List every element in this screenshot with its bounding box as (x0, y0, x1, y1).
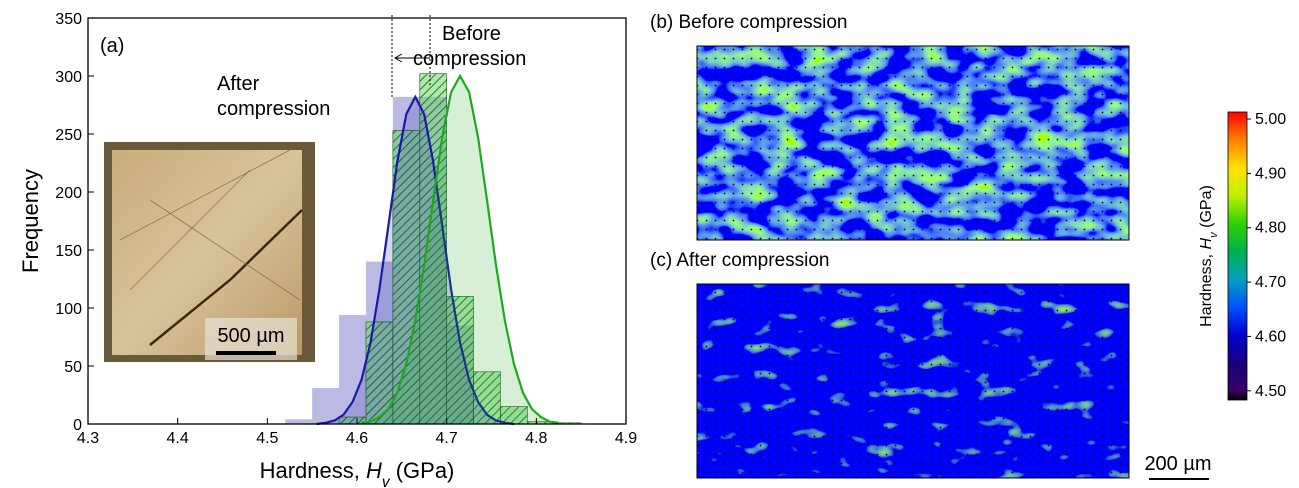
colorbar-tick-label: 4.50 (1255, 383, 1286, 400)
inset-photo: 500 µm (104, 142, 315, 362)
colorbar-tick-label: 4.70 (1255, 274, 1286, 291)
series-annotation: compression (217, 98, 330, 120)
colorbar-label: Hardness, Hv (GPa) (1198, 185, 1220, 327)
y-tick-label: 200 (55, 185, 82, 202)
map-frame (696, 283, 1130, 479)
indent-grid (697, 46, 1129, 240)
y-tick-label: 50 (64, 359, 82, 376)
y-tick-label: 100 (55, 301, 82, 318)
x-tick-label: 4.4 (167, 430, 189, 447)
maps-panel: (b) Before compression (c) After compress… (650, 12, 1286, 480)
fit-line (361, 73, 559, 424)
histogram-bar (285, 419, 313, 424)
histogram-bar (312, 388, 340, 424)
label-part: Hardness, (260, 458, 366, 483)
series-annotation: Before (442, 23, 501, 45)
colorbar-tick-label: 4.60 (1255, 328, 1286, 345)
scratch (119, 149, 301, 301)
x-tick-label: 4.7 (436, 430, 458, 447)
colorbar-tick-label: 5.00 (1255, 111, 1286, 128)
y-tick-label: 300 (55, 69, 82, 86)
indent-grid (697, 284, 1129, 478)
colorbar-tick-label: 4.80 (1255, 220, 1286, 237)
label-part: (GPa) (390, 458, 455, 483)
y-tick-label: 250 (55, 127, 82, 144)
label-part: H (366, 458, 382, 483)
y-axis-label: Frequency (18, 169, 43, 273)
scale-label: 200 µm (1144, 453, 1211, 475)
label-part: Hardness, (1198, 249, 1215, 326)
histogram-bar (446, 296, 474, 425)
peak-marker (391, 15, 431, 97)
x-tick-label: 4.9 (615, 430, 637, 447)
histogram-bar (392, 130, 421, 425)
fit-area (316, 96, 514, 425)
crack (149, 209, 303, 346)
fit-line (316, 94, 515, 426)
x-axis-label: Hardness, Hv (GPa) (260, 458, 455, 488)
label-part: H (1198, 237, 1215, 249)
shift-arrow (393, 53, 430, 63)
label-part: (GPa) (1198, 185, 1215, 232)
histogram-bar (339, 314, 366, 424)
series-annotation: compression (413, 48, 526, 70)
panel-label: (a) (100, 35, 124, 57)
map-title: (c) After compression (650, 250, 830, 271)
x-tick-label: 4.5 (256, 430, 278, 447)
series-annotation: After (217, 73, 260, 95)
histogram-panel: 500 µm 4.3 4.4 4.5 4.6 4.7 4.8 4.9 0 50 100 150 200 2… (18, 11, 637, 488)
x-tick-label: 4.3 (77, 430, 99, 447)
y-tick-label: 150 (55, 243, 82, 260)
map-title: (b) Before compression (650, 12, 847, 33)
map-frame (696, 45, 1130, 241)
y-tick-label: 350 (55, 11, 82, 28)
y-tick-label: 0 (73, 417, 82, 434)
colorbar-tick-label: 4.90 (1255, 165, 1286, 182)
x-tick-label: 4.6 (346, 430, 368, 447)
label-part: v (382, 474, 391, 488)
x-tick-label: 4.8 (525, 430, 547, 447)
label-part: v (1208, 231, 1220, 238)
scale-label: 500 µm (217, 325, 284, 347)
colorbar (1227, 111, 1248, 401)
fit-area (361, 76, 559, 424)
